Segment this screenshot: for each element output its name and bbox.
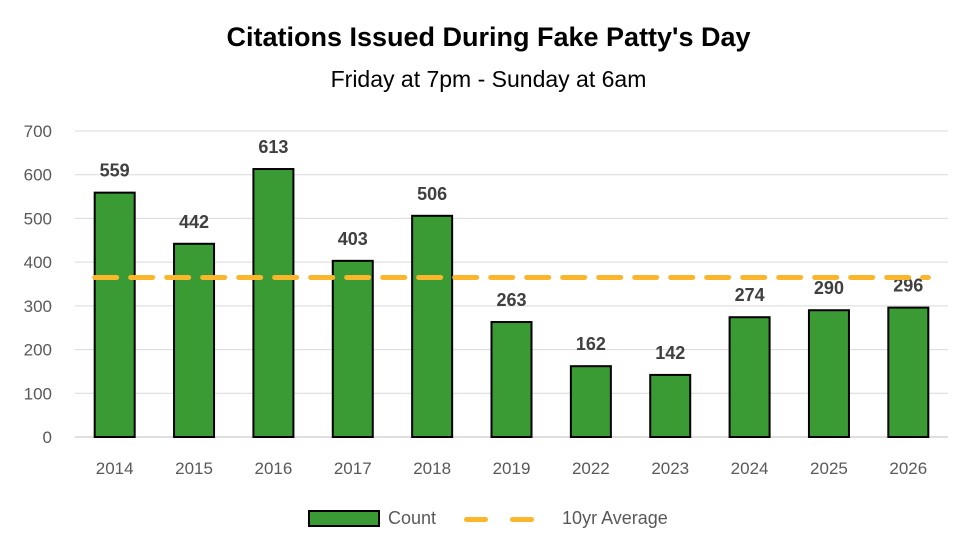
bar-2026 [887, 306, 930, 438]
x-tick-label: 2022 [572, 459, 610, 478]
legend-count-label: Count [388, 508, 437, 528]
y-tick-label: 500 [24, 209, 52, 228]
bar-2023 [649, 373, 692, 439]
y-tick-label: 700 [24, 122, 52, 141]
data-label: 263 [496, 290, 526, 310]
data-label: 142 [655, 343, 685, 363]
bar-2015 [173, 242, 216, 438]
bar-2019 [490, 321, 533, 439]
data-label: 506 [417, 184, 447, 204]
data-label: 559 [100, 161, 130, 181]
x-tick-label: 2018 [413, 459, 451, 478]
bar-2017 [331, 259, 374, 438]
data-label: 290 [814, 278, 844, 298]
y-tick-label: 300 [24, 297, 52, 316]
x-tick-label: 2014 [96, 459, 134, 478]
x-tick-label: 2026 [889, 459, 927, 478]
data-label: 296 [893, 276, 923, 296]
legend-count-swatch [308, 510, 380, 527]
bar-2016 [252, 168, 295, 438]
x-tick-label: 2025 [810, 459, 848, 478]
y-tick-label: 400 [24, 253, 52, 272]
x-tick-label: 2019 [493, 459, 531, 478]
chart-title: Citations Issued During Fake Patty's Day [226, 22, 751, 52]
y-tick-label: 0 [43, 428, 52, 447]
chart-subtitle: Friday at 7pm - Sunday at 6am [330, 66, 647, 92]
bar-2018 [411, 214, 454, 438]
y-tick-label: 100 [24, 384, 52, 403]
x-tick-label: 2017 [334, 459, 372, 478]
x-tick-label: 2015 [175, 459, 213, 478]
y-tick-label: 600 [24, 166, 52, 185]
data-label: 613 [258, 137, 288, 157]
x-tick-label: 2016 [254, 459, 292, 478]
bar-2025 [807, 309, 850, 439]
bar-2024 [728, 316, 771, 439]
x-tick-label: 2023 [651, 459, 689, 478]
data-label: 274 [735, 285, 765, 305]
data-label: 162 [576, 334, 606, 354]
y-tick-label: 200 [24, 341, 52, 360]
data-label: 442 [179, 212, 209, 232]
bar-2022 [569, 365, 612, 439]
legend-average-swatch [464, 510, 554, 528]
bar-2014 [93, 191, 136, 438]
data-label: 403 [338, 229, 368, 249]
legend: Count 10yr Average [308, 508, 668, 529]
legend-average-label: 10yr Average [562, 508, 668, 528]
x-tick-label: 2024 [731, 459, 769, 478]
